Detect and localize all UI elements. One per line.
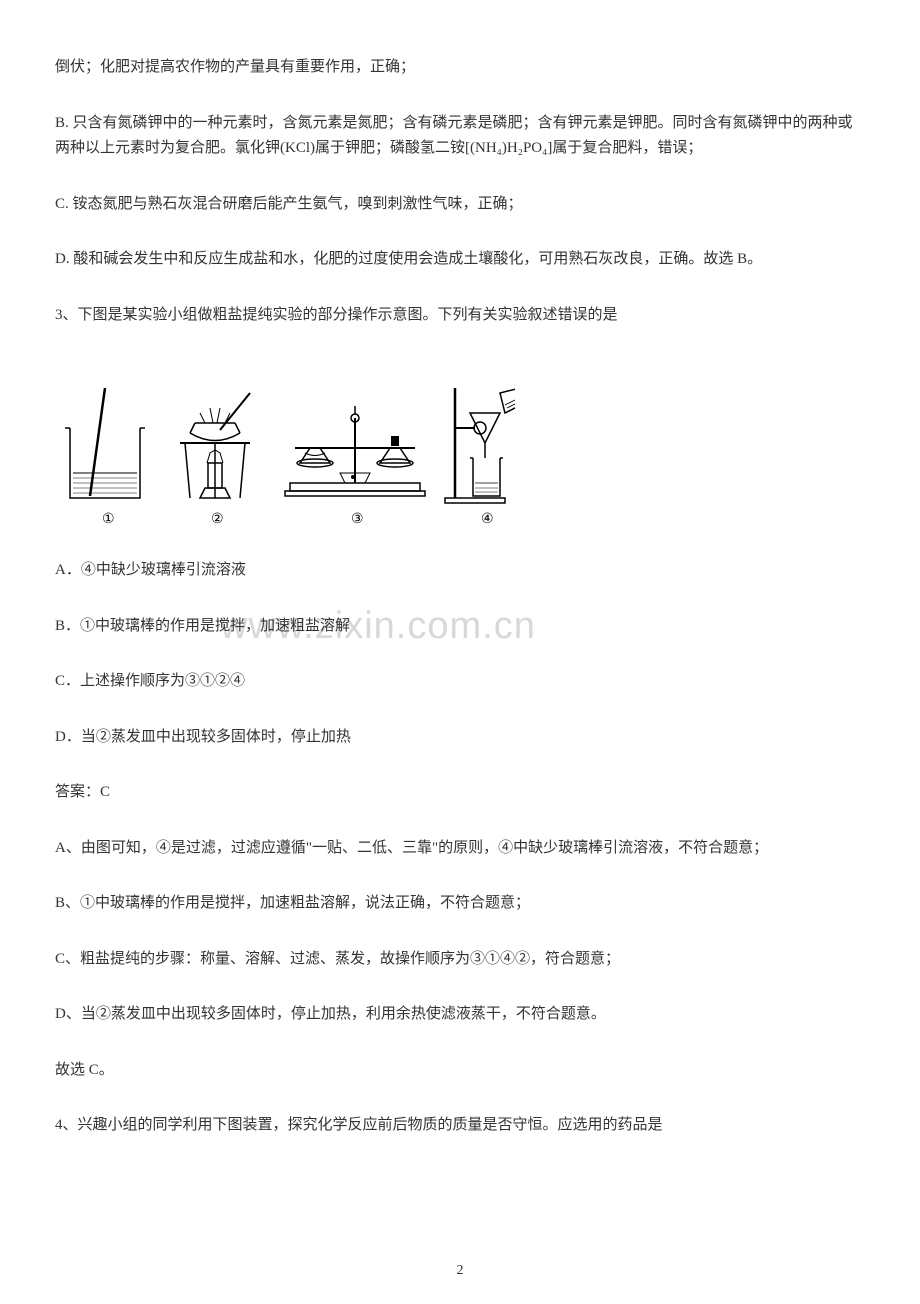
diagram-2-evaporation: ② xyxy=(180,393,250,527)
diagram-svg: ① ② xyxy=(55,358,515,538)
experiment-diagram: ① ② xyxy=(55,358,865,543)
option-d: D．当②蒸发皿中出现较多固体时，停止加热 xyxy=(55,725,865,751)
diagram-4-filtration: ④ xyxy=(445,388,515,527)
explanation-d: D、当②蒸发皿中出现较多固体时，停止加热，利用余热使滤液蒸干，不符合题意。 xyxy=(55,1002,865,1028)
option-c: C．上述操作顺序为③①②④ xyxy=(55,669,865,695)
paragraph-5: 3、下图是某实验小组做粗盐提纯实验的部分操作示意图。下列有关实验叙述错误的是 xyxy=(55,303,865,329)
diagram-label-4: ④ xyxy=(481,512,494,527)
diagram-3-balance: ③ xyxy=(285,406,425,527)
page-number: 2 xyxy=(457,1263,464,1279)
diagram-1-beaker: ① xyxy=(65,388,145,527)
paragraph-2: B. 只含有氮磷钾中的一种元素时，含氮元素是氮肥；含有磷元素是磷肥；含有钾元素是… xyxy=(55,111,865,162)
diagram-label-1: ① xyxy=(102,512,115,527)
explanation-c: C、粗盐提纯的步骤：称量、溶解、过滤、蒸发，故操作顺序为③①④②，符合题意； xyxy=(55,947,865,973)
conclusion: 故选 C。 xyxy=(55,1058,865,1084)
paragraph-4: D. 酸和碱会发生中和反应生成盐和水，化肥的过度使用会造成土壤酸化，可用熟石灰改… xyxy=(55,247,865,273)
paragraph-3: C. 铵态氮肥与熟石灰混合研磨后能产生氨气，嗅到刺激性气味，正确； xyxy=(55,192,865,218)
option-b: B．①中玻璃棒的作用是搅拌，加速粗盐溶解 xyxy=(55,614,865,640)
option-a: A．④中缺少玻璃棒引流溶液 xyxy=(55,558,865,584)
paragraph-1: 倒伏；化肥对提高农作物的产量具有重要作用，正确； xyxy=(55,55,865,81)
question-4: 4、兴趣小组的同学利用下图装置，探究化学反应前后物质的质量是否守恒。应选用的药品… xyxy=(55,1113,865,1139)
answer-label: 答案：C xyxy=(55,780,865,806)
diagram-label-2: ② xyxy=(211,512,224,527)
document-content: 倒伏；化肥对提高农作物的产量具有重要作用，正确； B. 只含有氮磷钾中的一种元素… xyxy=(55,55,865,1139)
explanation-b: B、①中玻璃棒的作用是搅拌，加速粗盐溶解，说法正确，不符合题意； xyxy=(55,891,865,917)
diagram-label-3: ③ xyxy=(351,512,364,527)
explanation-a: A、由图可知，④是过滤，过滤应遵循"一贴、二低、三靠"的原则，④中缺少玻璃棒引流… xyxy=(55,836,865,862)
